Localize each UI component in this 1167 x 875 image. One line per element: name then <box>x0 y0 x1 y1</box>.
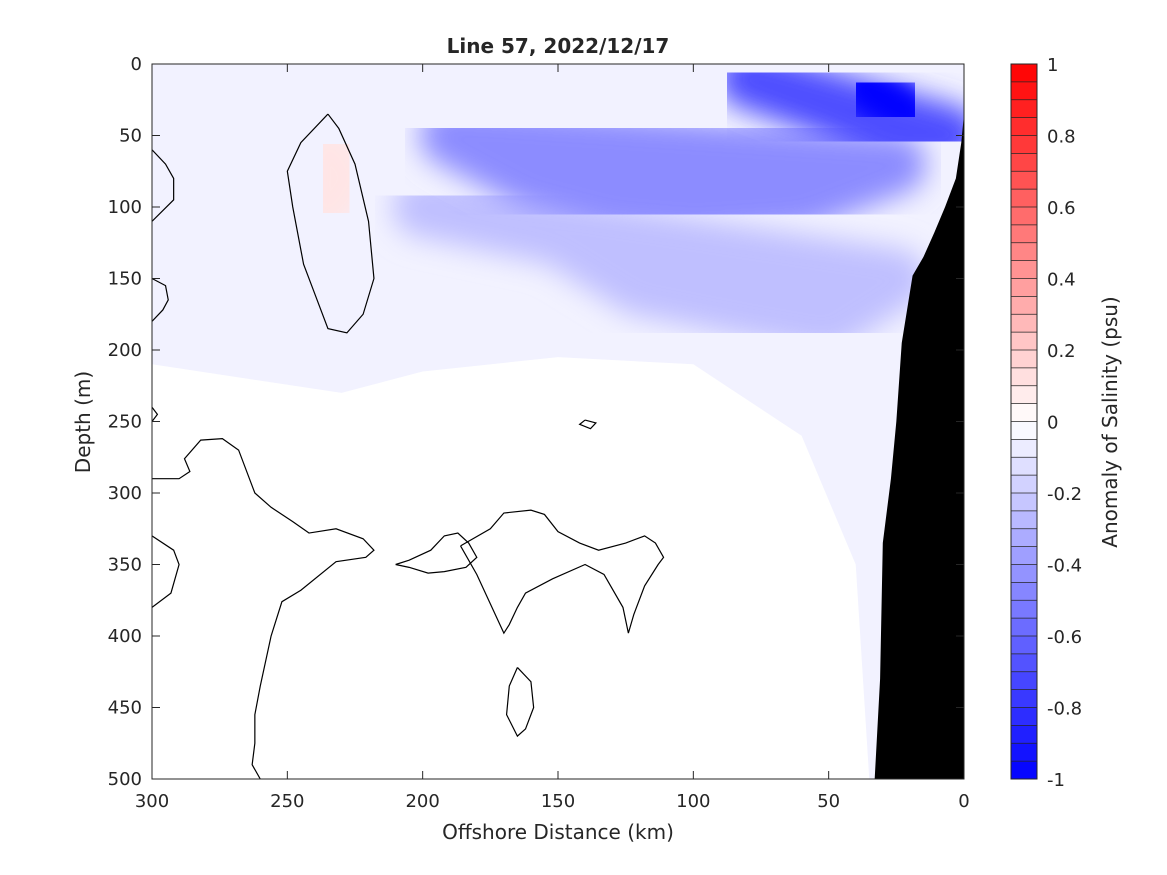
y-tick-label: 500 <box>108 769 142 790</box>
colorbar-band <box>1011 510 1037 530</box>
y-tick-label: 450 <box>108 698 142 719</box>
colorbar-band <box>1011 64 1037 83</box>
zero-contour-line <box>578 419 598 430</box>
colorbar-tick-label: 0.6 <box>1047 198 1076 219</box>
anomaly-region <box>295 119 377 237</box>
x-axis-title: Offshore Distance (km) <box>442 820 674 844</box>
colorbar-band <box>1011 99 1037 119</box>
colorbar-band <box>1011 421 1037 440</box>
x-tick-label: 150 <box>541 791 575 812</box>
x-tick-label: 250 <box>270 791 304 812</box>
y-tick-label: 350 <box>108 555 142 576</box>
colorbar-tick-label: 0 <box>1047 413 1058 434</box>
y-tick-label: 250 <box>108 412 142 433</box>
colorbar-band <box>1011 171 1037 190</box>
zero-contour-line <box>395 532 478 574</box>
y-axis-title: Depth (m) <box>71 371 95 473</box>
colorbar-band <box>1011 314 1037 333</box>
y-tick-label: 100 <box>108 197 142 218</box>
colorbar-band <box>1011 546 1037 565</box>
colorbar-tick-label: 0.2 <box>1047 341 1076 362</box>
colorbar-band <box>1011 385 1037 405</box>
colorbar-band <box>1011 636 1037 655</box>
colorbar-tick-label: 0.4 <box>1047 270 1076 291</box>
colorbar-band <box>1011 403 1037 422</box>
colorbar-band <box>1011 457 1037 476</box>
colorbar-band <box>1011 117 1037 136</box>
y-tick-label: 0 <box>131 54 142 75</box>
zero-contour-line <box>152 277 169 322</box>
colorbar-band <box>1011 189 1037 208</box>
colorbar-band <box>1011 81 1037 101</box>
y-tick-label: 300 <box>108 483 142 504</box>
colorbar-band <box>1011 671 1037 691</box>
x-tick-label: 300 <box>135 791 169 812</box>
y-tick-label: 200 <box>108 340 142 361</box>
colorbar-band <box>1011 475 1037 494</box>
zero-contour-line <box>152 149 175 222</box>
seafloor <box>874 114 964 779</box>
colorbar-band <box>1011 582 1037 601</box>
colorbar-band <box>1011 743 1037 762</box>
colorbar-bands <box>1011 64 1037 780</box>
colorbar: 1 0.8 0.6 0.4 0.2 0 -0.2 -0.4 -0.6 -0.8 -1 Anomaly… <box>1010 55 1122 791</box>
colorbar-band <box>1011 600 1037 619</box>
x-tick-label: 100 <box>676 791 710 812</box>
colorbar-band <box>1011 224 1037 244</box>
bathymetry <box>874 114 964 779</box>
colorbar-band <box>1011 689 1037 708</box>
colorbar-tick-label: 0.8 <box>1047 127 1076 148</box>
zero-contours <box>152 113 665 779</box>
y-tick-label: 150 <box>108 269 142 290</box>
zero-contour-line <box>286 113 375 334</box>
plot-area <box>151 63 965 780</box>
y-tick-label: 50 <box>119 126 142 147</box>
colorbar-band <box>1011 332 1037 351</box>
x-axis: 300 250 200 150 100 50 0 <box>135 64 970 812</box>
y-axis: 0 50 100 150 200 250 300 350 400 450 500 <box>108 54 964 790</box>
anomaly-region <box>392 177 927 352</box>
colorbar-tick-label: -0.8 <box>1047 699 1082 720</box>
colorbar-band <box>1011 493 1037 512</box>
colorbar-tick-label: -0.2 <box>1047 484 1082 505</box>
colorbar-band <box>1011 207 1037 226</box>
colorbar-band <box>1011 528 1037 548</box>
colorbar-frame <box>1010 63 1038 780</box>
anomaly-region <box>831 64 940 145</box>
colorbar-band <box>1011 618 1037 637</box>
y-tick-label: 400 <box>108 626 142 647</box>
colorbar-band <box>1011 761 1037 780</box>
colorbar-band <box>1011 707 1037 726</box>
anomaly-field <box>152 64 964 779</box>
colorbar-band <box>1011 350 1037 369</box>
colorbar-band <box>1011 135 1037 154</box>
colorbar-tick-label: 1 <box>1047 55 1058 76</box>
x-tick-label: 200 <box>405 791 439 812</box>
zero-contour-line <box>460 509 665 635</box>
colorbar-band <box>1011 260 1037 279</box>
zero-contour-line <box>152 406 159 422</box>
anomaly-region <box>419 105 927 237</box>
colorbar-band <box>1011 278 1037 297</box>
colorbar-band <box>1011 153 1037 172</box>
colorbar-band <box>1011 367 1037 387</box>
zero-contour-line <box>152 535 180 608</box>
colorbar-tick-label: -0.6 <box>1047 627 1082 648</box>
colorbar-band <box>1011 564 1037 583</box>
colorbar-band <box>1011 296 1037 315</box>
colorbar-band <box>1011 242 1037 262</box>
colorbar-tick-label: -0.4 <box>1047 556 1082 577</box>
chart-title: Line 57, 2022/12/17 <box>447 34 670 58</box>
colorbar-tick-label: -1 <box>1047 770 1065 791</box>
zero-contour-line <box>152 438 375 779</box>
x-tick-label: 0 <box>958 791 969 812</box>
x-tick-label: 50 <box>817 791 840 812</box>
zero-contour-line <box>505 667 535 738</box>
colorbar-ticks: 1 0.8 0.6 0.4 0.2 0 -0.2 -0.4 -0.6 -0.8 -1 <box>1047 55 1082 791</box>
colorbar-band <box>1011 439 1037 458</box>
colorbar-band <box>1011 725 1037 744</box>
colorbar-band <box>1011 653 1037 673</box>
colorbar-title: Anomaly of Salinity (psu) <box>1098 296 1122 547</box>
